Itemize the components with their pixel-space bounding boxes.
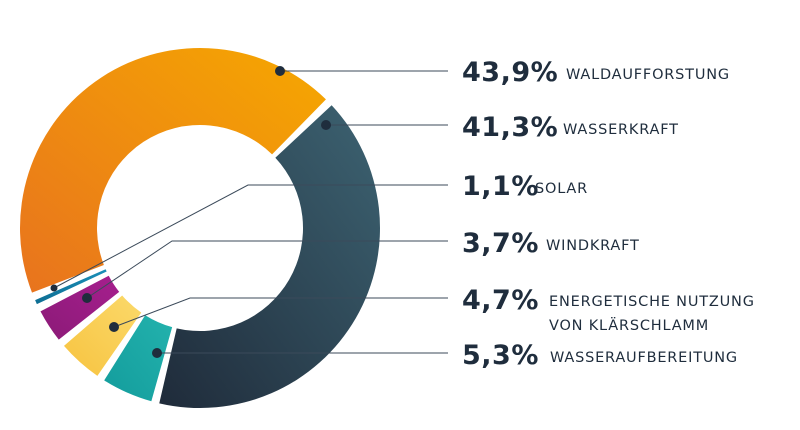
leader-line-solar [53,184,448,289]
slice-wasseraufbereitung [104,315,173,402]
slice-klaerschlamm [63,295,142,376]
value-label-waldaufforstung: 43,9% [462,57,558,88]
slice-waldaufforstung [19,47,326,293]
category-label-klaerschlamm-line2: VON KLÄRSCHLAMM [549,316,709,334]
value-label-klaerschlamm: 4,7% [462,285,539,316]
leader-dot-klaerschlamm [109,322,119,332]
leader-dot-wasseraufbereitung [152,348,162,358]
category-label-solar: SOLAR [535,181,588,197]
leader-dot-windkraft [82,293,92,303]
leader-dot-solar [50,284,58,292]
value-label-wasserkraft: 41,3% [462,112,558,143]
value-label-wasseraufbereitung: 5,3% [462,340,539,371]
value-label-windkraft: 3,7% [462,228,539,259]
slice-solar [35,269,107,305]
category-label-wasseraufbereitung: WASSERAUFBEREITUNG [550,350,738,366]
leader-line-klaerschlamm [113,297,448,328]
category-label-klaerschlamm-line1: ENERGETISCHE NUTZUNG [549,294,755,310]
leader-dot-wasserkraft [321,120,331,130]
category-label-wasserkraft: WASSERKRAFT [563,122,679,138]
leader-dot-waldaufforstung [275,66,285,76]
leader-line-windkraft [86,240,448,299]
category-label-waldaufforstung: WALDAUFFORSTUNG [566,67,730,83]
category-label-windkraft: WINDKRAFT [546,238,640,254]
slice-wasserkraft [159,105,380,409]
value-label-solar: 1,1% [462,171,539,202]
slice-windkraft [40,275,120,340]
